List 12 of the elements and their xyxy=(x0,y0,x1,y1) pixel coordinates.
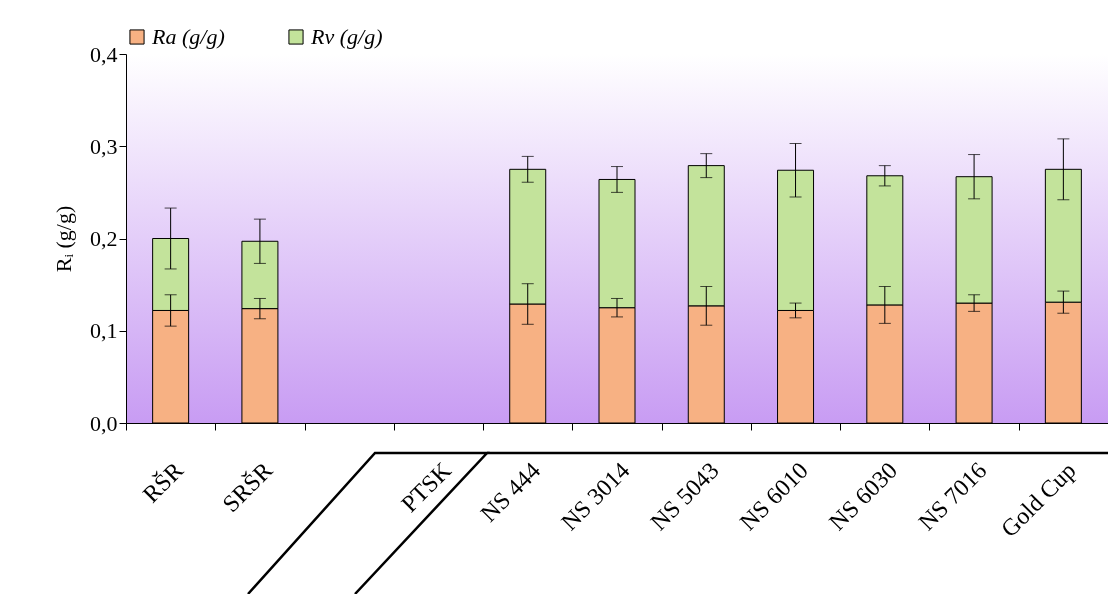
y-tick-label: 0,1 xyxy=(90,318,118,344)
y-tick-label: 0,2 xyxy=(90,226,118,251)
y-tick-label: 0,0 xyxy=(90,410,118,436)
x-tick-label: NS 6010 xyxy=(734,457,814,536)
x-tick-label: RŠR xyxy=(137,457,189,508)
x-tick-label: NS 444 xyxy=(475,457,546,527)
y-axis-title: Rᵢ (g/g) xyxy=(51,205,76,273)
legend-label: Rv (g/g) xyxy=(310,24,383,49)
legend-label: Ra (g/g) xyxy=(151,24,225,49)
y-tick-label: 0,4 xyxy=(90,41,118,67)
y-tick-label: 0,3 xyxy=(90,133,118,159)
x-tick-label: NS 6030 xyxy=(824,457,903,536)
